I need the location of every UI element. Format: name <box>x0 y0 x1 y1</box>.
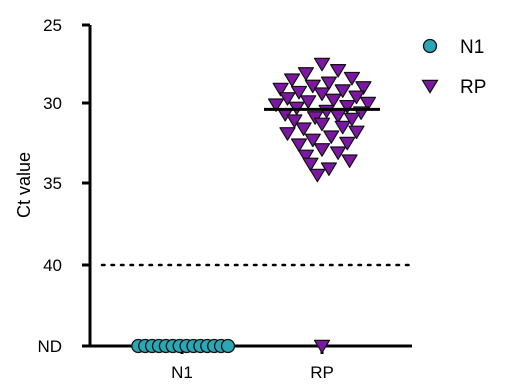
data-point <box>279 127 296 141</box>
legend-label-rp: RP <box>460 77 486 98</box>
data-point <box>304 79 321 94</box>
data-point <box>320 76 337 91</box>
data-point <box>330 146 347 160</box>
data-point <box>297 149 314 164</box>
series-n1 <box>131 338 236 354</box>
data-point <box>284 73 301 87</box>
y-tick-label: 25 <box>43 16 62 35</box>
data-point <box>313 117 331 132</box>
data-point <box>295 122 312 136</box>
data-point <box>302 157 319 172</box>
data-point <box>304 133 321 148</box>
data-point <box>330 109 347 124</box>
legend: N1 RP <box>421 37 486 98</box>
series-rp <box>267 57 377 354</box>
data-point <box>313 143 331 157</box>
y-tick-label: 35 <box>43 174 62 193</box>
data-point <box>272 82 289 97</box>
data-point <box>339 99 356 114</box>
data-point <box>286 114 303 128</box>
legend-marker-rp <box>421 79 439 94</box>
marks <box>131 57 377 354</box>
data-point <box>297 67 314 81</box>
data-point <box>355 81 372 95</box>
y-tick-label: 40 <box>43 256 62 275</box>
data-point <box>343 71 360 86</box>
data-point <box>334 120 351 135</box>
y-tick-label: ND <box>37 337 62 356</box>
data-point <box>309 168 326 183</box>
data-point <box>325 93 342 108</box>
data-point <box>334 84 351 98</box>
data-point <box>313 57 331 72</box>
data-point <box>330 64 347 78</box>
x-tick-label: N1 <box>171 363 193 382</box>
data-point <box>348 125 365 140</box>
data-point <box>267 98 285 112</box>
data-point <box>313 339 331 354</box>
legend-marker-n1 <box>422 38 438 54</box>
data-point <box>341 154 358 168</box>
y-tick-label: 30 <box>43 94 62 113</box>
axes <box>82 25 412 348</box>
data-point <box>359 96 377 111</box>
data-point <box>290 138 308 152</box>
legend-label-n1: N1 <box>460 37 484 58</box>
data-point <box>323 130 340 144</box>
y-axis-title: Ct value <box>14 152 34 218</box>
data-point <box>339 136 356 151</box>
data-point <box>343 112 360 127</box>
y-ticks: 25 30 35 40 ND <box>37 16 90 356</box>
x-tick-label: RP <box>310 363 334 382</box>
data-point <box>220 338 236 354</box>
